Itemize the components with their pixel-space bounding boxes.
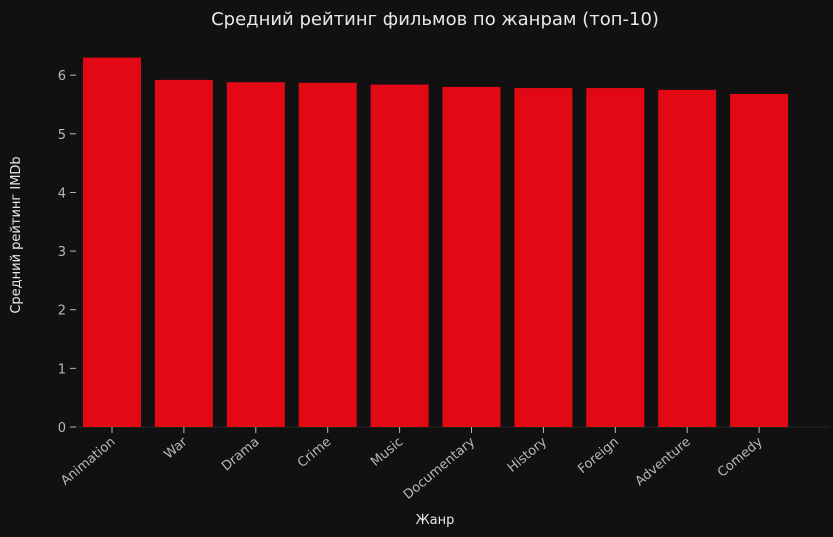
x-axis-label: Жанр bbox=[416, 513, 455, 528]
chart-title: Средний рейтинг фильмов по жанрам (топ-1… bbox=[211, 9, 659, 30]
y-tick-label: 6 bbox=[58, 69, 66, 84]
bar-music bbox=[370, 84, 429, 428]
y-axis-label: Средний рейтинг IMDb bbox=[9, 156, 24, 313]
bar-drama bbox=[226, 82, 285, 427]
bar-history bbox=[514, 88, 573, 427]
y-tick-label: 0 bbox=[58, 421, 66, 436]
bar-foreign bbox=[586, 88, 645, 427]
y-tick-label: 1 bbox=[58, 362, 66, 377]
bar-comedy bbox=[730, 93, 789, 427]
y-axis: 0 1 2 3 4 5 6 bbox=[58, 69, 76, 436]
y-tick-label: 3 bbox=[58, 245, 66, 260]
y-tick-label: 5 bbox=[58, 128, 66, 143]
bar-documentary bbox=[442, 86, 501, 427]
bars bbox=[83, 57, 789, 428]
bar-crime bbox=[298, 82, 357, 428]
y-tick-label: 2 bbox=[58, 304, 66, 319]
bar-war bbox=[154, 79, 213, 427]
bar-animation bbox=[83, 57, 141, 427]
bar-adventure bbox=[658, 89, 717, 427]
y-tick-label: 4 bbox=[58, 186, 66, 201]
